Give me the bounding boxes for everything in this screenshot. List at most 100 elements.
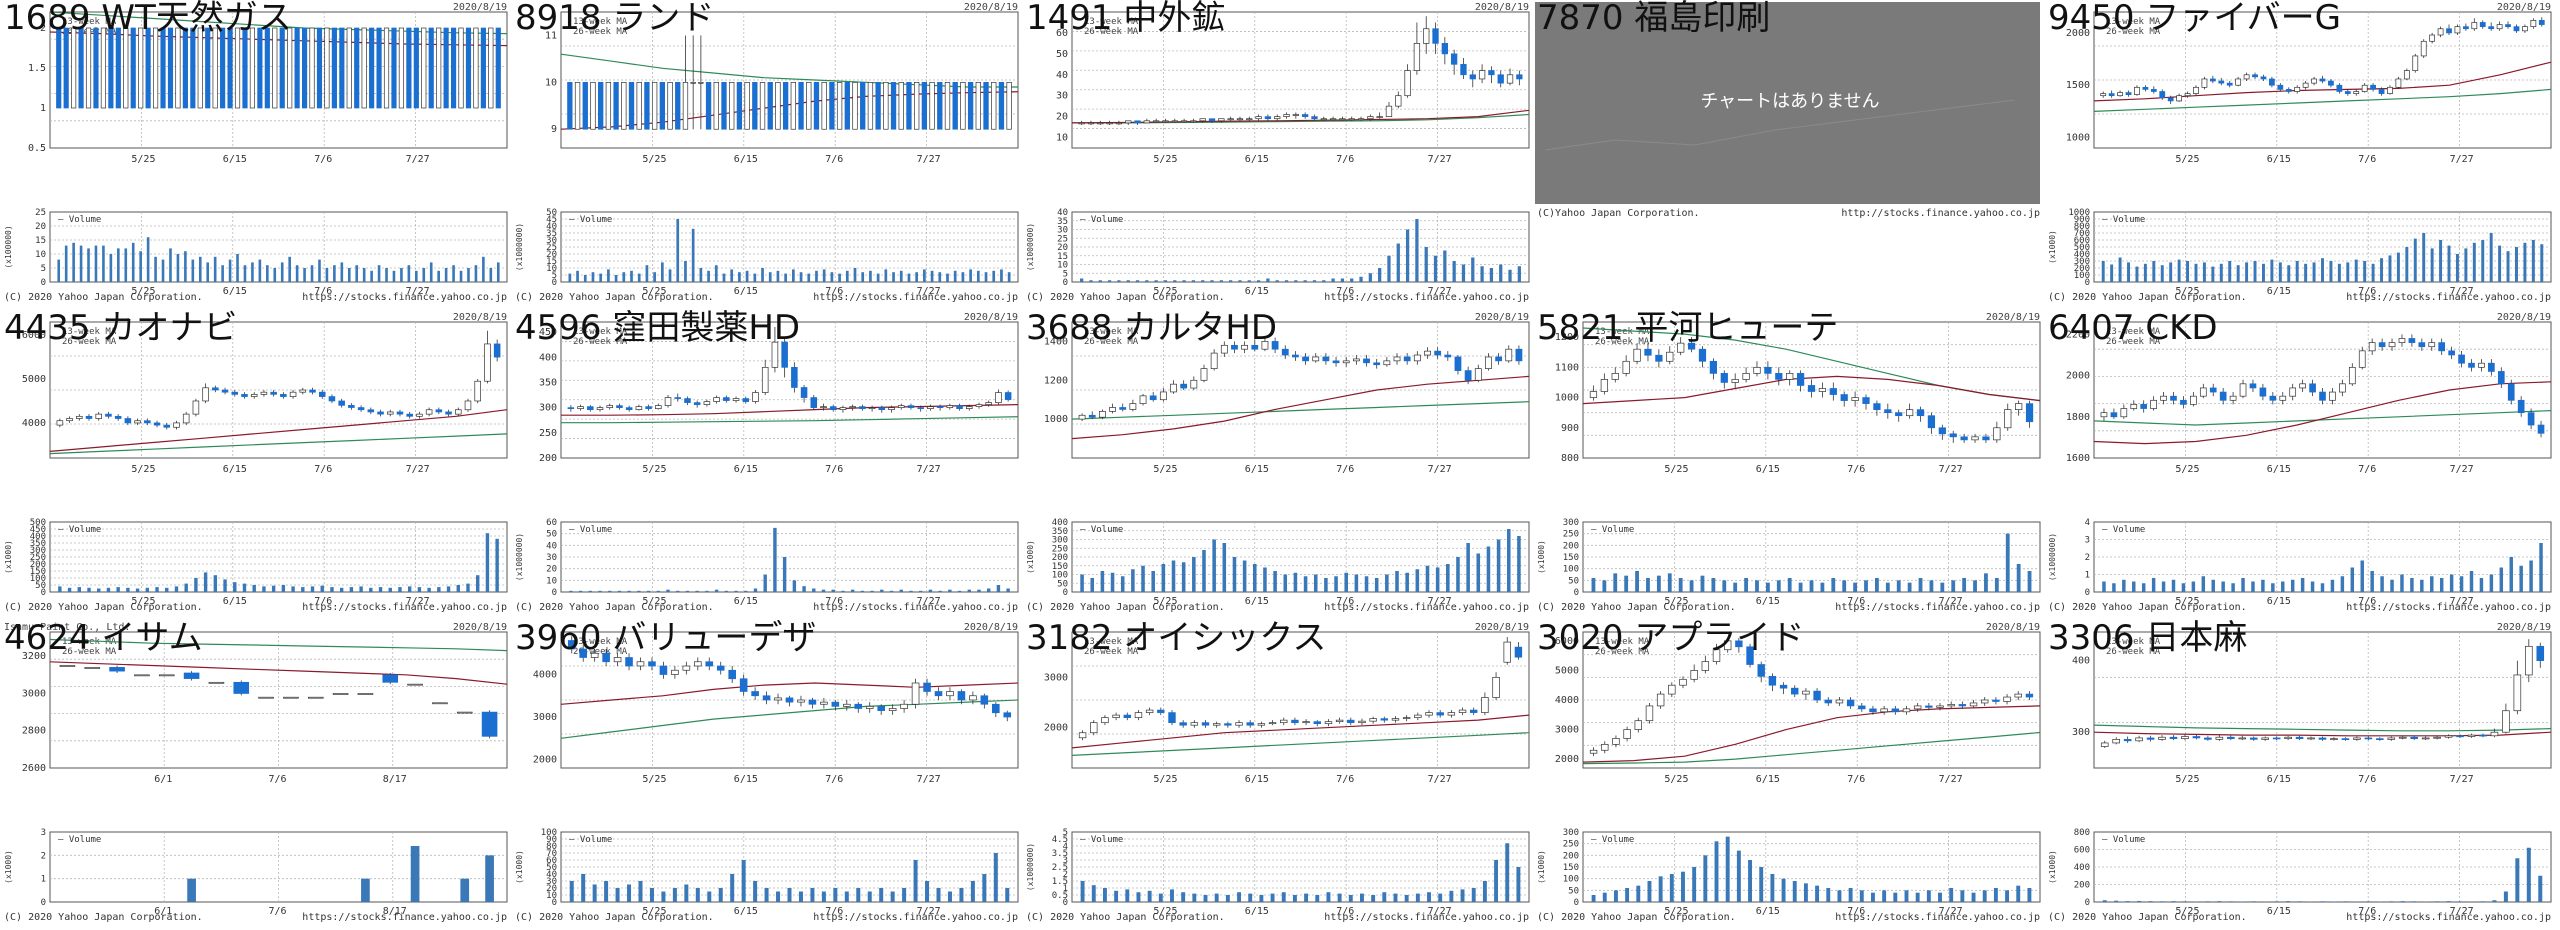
candle-up bbox=[944, 81, 951, 130]
volume-tick-label: 0 bbox=[1574, 898, 1579, 908]
chart-panel[interactable]: 2020/8/19 13-week MA 26-week MA 2000 3000 400… bbox=[1535, 620, 2045, 928]
x-tick-label: 5/25 bbox=[1664, 596, 1688, 607]
x-tick-label: 5/25 bbox=[642, 154, 666, 165]
candle-down bbox=[406, 413, 413, 417]
chart-panel[interactable]: Isamu Paint Co., Ltd. 2020/8/19 13-week MA… bbox=[2, 620, 512, 928]
chart-date: 2020/8/19 bbox=[2497, 622, 2551, 633]
candle-up bbox=[1492, 676, 1500, 698]
y-tick-label: 1200 bbox=[1044, 375, 1068, 386]
candle-down bbox=[2468, 362, 2475, 368]
volume-legend: — Volume bbox=[569, 215, 612, 225]
candle-up bbox=[975, 81, 981, 130]
candle-down bbox=[752, 81, 758, 130]
x-tick-label: 5/25 bbox=[642, 596, 666, 607]
candle-down bbox=[242, 27, 248, 109]
y-tick-label: 4000 bbox=[22, 418, 46, 429]
volume-tick-label: 0 bbox=[2085, 278, 2090, 288]
candle-up bbox=[1134, 712, 1143, 718]
chart-panel[interactable]: 2020/8/19 13-week MA 26-week MA 2000 3000 400… bbox=[513, 620, 1023, 928]
candle-down bbox=[875, 81, 881, 130]
candle-down bbox=[2479, 22, 2486, 27]
candle-up bbox=[1006, 81, 1012, 130]
candle-down bbox=[952, 81, 958, 130]
x-tick-label: 5/25 bbox=[642, 906, 666, 917]
candle-up bbox=[152, 27, 159, 109]
chart-panel[interactable]: 2020/8/19 13-week MA 26-week MA 1000 1500 200… bbox=[2046, 0, 2556, 308]
chart-panel[interactable]: 2020/8/19 13-week MA 26-week MA 1600 1800 200… bbox=[2046, 310, 2556, 618]
x-tick-label: 5/25 bbox=[1153, 286, 1177, 297]
chart-panel[interactable]: 2020/8/19 13-week MA 26-week MA 4000 5000 600… bbox=[2, 310, 512, 618]
ticker-title: 3960 バリューデザ bbox=[515, 620, 817, 658]
x-tick-label: 6/15 bbox=[223, 464, 247, 475]
candle-up bbox=[2395, 78, 2402, 88]
chart-panel[interactable]: 2020/8/19 13-week MA 26-week MA 9 10 11 5/25 5/… bbox=[513, 0, 1023, 308]
ma26-line bbox=[49, 638, 508, 652]
candle-down bbox=[1088, 414, 1096, 418]
candle-down bbox=[495, 27, 501, 109]
chart-panel[interactable]: 2020/8/19 13-week MA 26-week MA 200 250 300 35… bbox=[513, 310, 1023, 618]
candle-down bbox=[739, 678, 748, 692]
y-tick-label: 3200 bbox=[22, 651, 46, 662]
chart-panel[interactable]: (C)Yahoo Japan Corporation. http://stocks… bbox=[1535, 0, 2045, 308]
chart-date: 2020/8/19 bbox=[964, 312, 1018, 323]
candle-down bbox=[616, 405, 623, 408]
candle-up bbox=[473, 27, 479, 109]
legend-13-week: 13-week MA bbox=[1084, 327, 1139, 337]
volume-tick-label: 1.5 bbox=[1052, 877, 1068, 887]
y-tick-label: 4000 bbox=[533, 670, 557, 681]
volume-tick-label: 90 bbox=[546, 835, 557, 845]
chart-panel[interactable]: 2020/8/19 13-week MA 26-week MA 10 20 30 40 50 6… bbox=[1024, 0, 1534, 308]
x-tick-label: 7/27 bbox=[1939, 464, 1963, 475]
volume-tick-label: 50 bbox=[1568, 576, 1579, 586]
volume-plot-frame bbox=[49, 831, 508, 903]
candle-down bbox=[2209, 387, 2217, 393]
volume-tick-label: 20 bbox=[1057, 243, 1068, 253]
volume-unit-label: (x1000000) bbox=[1026, 223, 1035, 271]
chart-panel[interactable]: 2020/8/19 13-week MA 26-week MA 1000 1200 140… bbox=[1024, 310, 1534, 618]
x-tick-label: 7/27 bbox=[2450, 774, 2474, 785]
candle-up bbox=[1993, 427, 2001, 441]
candle-down bbox=[693, 402, 701, 405]
candle-up bbox=[1212, 723, 1221, 726]
candle-up bbox=[1235, 722, 1243, 726]
y-tick-label: 300 bbox=[2072, 727, 2090, 738]
volume-tick-label: 200 bbox=[1563, 851, 1579, 861]
candle-up bbox=[590, 81, 596, 130]
url-text: https://stocks.finance.yahoo.co.jp bbox=[302, 912, 507, 923]
x-tick-label: 6/15 bbox=[1245, 154, 1269, 165]
candle-up bbox=[456, 711, 473, 714]
volume-tick-label: 40 bbox=[546, 541, 557, 551]
candle-up bbox=[1339, 118, 1346, 121]
candle-down bbox=[1982, 436, 1990, 441]
x-tick-label: 7/27 bbox=[1939, 596, 1963, 607]
chart-panel[interactable]: 2020/8/19 13-week MA 26-week MA 2000 3000 5/2… bbox=[1024, 620, 1534, 928]
candle-up bbox=[2239, 383, 2247, 397]
volume-unit-label: (x1000000) bbox=[2048, 533, 2057, 581]
candle-up bbox=[985, 402, 992, 405]
candle-up bbox=[1936, 705, 1944, 708]
volume-tick-label: 150 bbox=[1563, 553, 1579, 563]
candle-down bbox=[625, 657, 633, 667]
x-tick-label: 7/27 bbox=[1939, 906, 1963, 917]
candle-up bbox=[1633, 348, 1641, 362]
x-tick-label: 5/25 bbox=[131, 596, 155, 607]
candle-down bbox=[233, 681, 250, 694]
chart-panel[interactable]: 2020/8/19 13-week MA 26-week MA 800 900 1000 1… bbox=[1535, 310, 2045, 618]
url-text: https://stocks.finance.yahoo.co.jp bbox=[302, 602, 507, 613]
copyright-text: (C) 2020 Yahoo Japan Corporation. bbox=[1537, 602, 1736, 613]
y-tick-label: 50 bbox=[1056, 49, 1068, 60]
candle-down bbox=[2259, 387, 2267, 397]
y-tick-label: 2000 bbox=[1555, 754, 1579, 765]
legend-13-week: 13-week MA bbox=[573, 17, 628, 27]
chart-date: 2020/8/19 bbox=[1475, 622, 1529, 633]
candle-down bbox=[831, 701, 840, 707]
y-tick-label: 2800 bbox=[22, 726, 46, 737]
candle-up bbox=[2135, 737, 2143, 742]
chart-panel[interactable]: 2020/8/19 13-week MA 26-week MA 300 400 5/25 5… bbox=[2046, 620, 2556, 928]
candle-down bbox=[2123, 739, 2132, 742]
